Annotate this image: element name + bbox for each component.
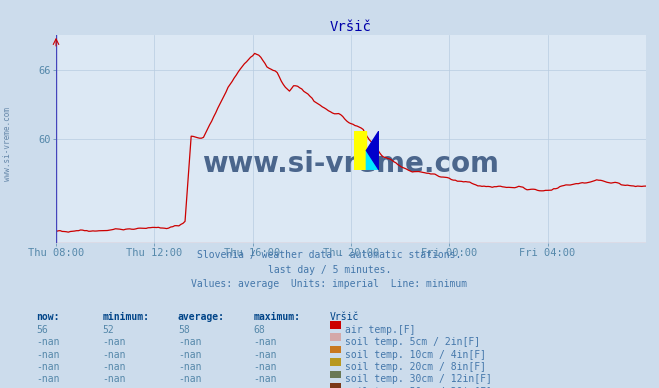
Text: 68: 68 bbox=[254, 325, 266, 335]
Text: soil temp. 10cm / 4in[F]: soil temp. 10cm / 4in[F] bbox=[345, 350, 486, 360]
Text: -nan: -nan bbox=[254, 374, 277, 385]
Text: -nan: -nan bbox=[36, 350, 60, 360]
Text: -nan: -nan bbox=[102, 337, 126, 347]
Polygon shape bbox=[366, 151, 379, 170]
Title: Vršič: Vršič bbox=[330, 20, 372, 34]
Bar bbox=[354, 131, 366, 170]
Text: -nan: -nan bbox=[178, 362, 202, 372]
Text: -nan: -nan bbox=[178, 374, 202, 385]
Text: -nan: -nan bbox=[36, 374, 60, 385]
Text: soil temp. 30cm / 12in[F]: soil temp. 30cm / 12in[F] bbox=[345, 374, 492, 385]
Text: -nan: -nan bbox=[178, 337, 202, 347]
Text: -nan: -nan bbox=[254, 350, 277, 360]
Polygon shape bbox=[366, 131, 379, 170]
Text: Values: average  Units: imperial  Line: minimum: Values: average Units: imperial Line: mi… bbox=[191, 279, 468, 289]
Text: -nan: -nan bbox=[102, 362, 126, 372]
Text: -nan: -nan bbox=[36, 362, 60, 372]
Text: Vršič: Vršič bbox=[330, 312, 359, 322]
Text: -nan: -nan bbox=[178, 387, 202, 388]
Text: -nan: -nan bbox=[102, 387, 126, 388]
Text: Slovenia / weather data - automatic stations.: Slovenia / weather data - automatic stat… bbox=[197, 250, 462, 260]
Text: -nan: -nan bbox=[254, 337, 277, 347]
Text: -nan: -nan bbox=[254, 362, 277, 372]
Text: 52: 52 bbox=[102, 325, 114, 335]
Text: 56: 56 bbox=[36, 325, 48, 335]
Text: average:: average: bbox=[178, 312, 225, 322]
Text: -nan: -nan bbox=[36, 387, 60, 388]
Text: soil temp. 5cm / 2in[F]: soil temp. 5cm / 2in[F] bbox=[345, 337, 480, 347]
Text: maximum:: maximum: bbox=[254, 312, 301, 322]
Text: minimum:: minimum: bbox=[102, 312, 149, 322]
Text: soil temp. 50cm / 20in[F]: soil temp. 50cm / 20in[F] bbox=[345, 387, 492, 388]
Text: soil temp. 20cm / 8in[F]: soil temp. 20cm / 8in[F] bbox=[345, 362, 486, 372]
Text: -nan: -nan bbox=[36, 337, 60, 347]
Text: last day / 5 minutes.: last day / 5 minutes. bbox=[268, 265, 391, 275]
Text: -nan: -nan bbox=[102, 374, 126, 385]
Text: 58: 58 bbox=[178, 325, 190, 335]
Text: now:: now: bbox=[36, 312, 60, 322]
Text: air temp.[F]: air temp.[F] bbox=[345, 325, 416, 335]
Text: www.si-vreme.com: www.si-vreme.com bbox=[202, 150, 500, 178]
Text: -nan: -nan bbox=[254, 387, 277, 388]
Text: -nan: -nan bbox=[178, 350, 202, 360]
Text: -nan: -nan bbox=[102, 350, 126, 360]
Text: www.si-vreme.com: www.si-vreme.com bbox=[3, 107, 13, 180]
